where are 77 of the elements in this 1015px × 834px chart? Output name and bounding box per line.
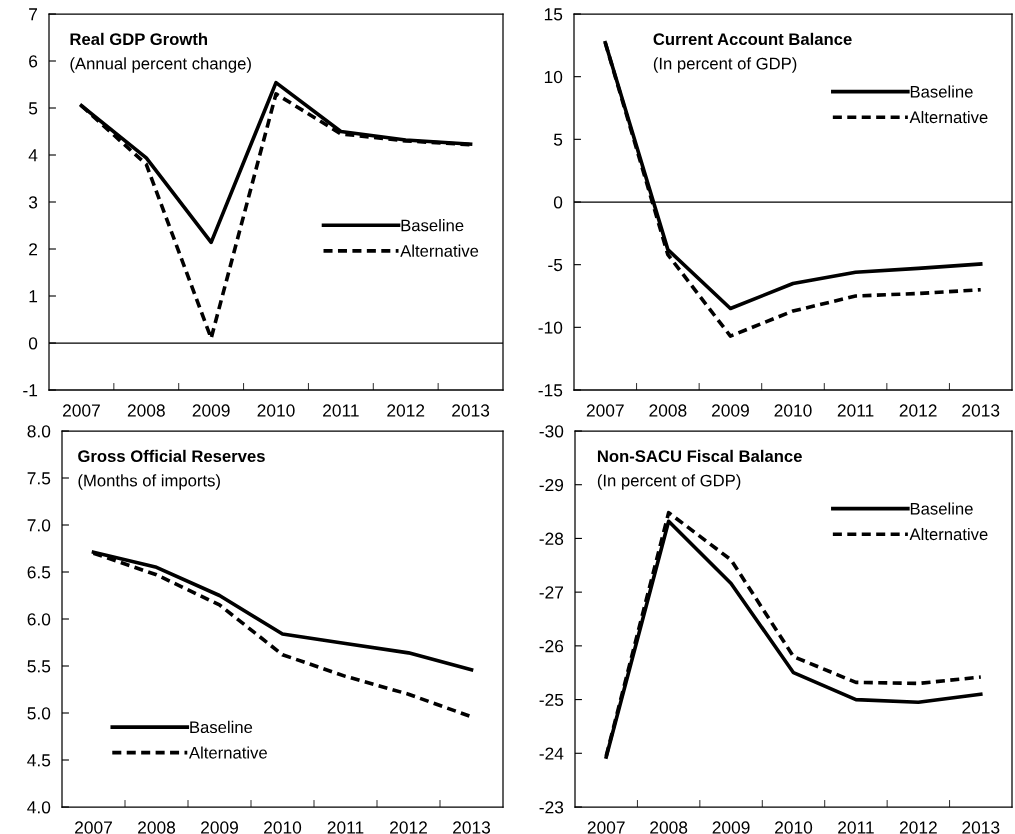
legend-label: Baseline — [910, 85, 973, 98]
y-tick-label: -25 — [539, 693, 564, 707]
x-tick-label: 2009 — [712, 821, 750, 834]
x-tick-label: 2013 — [453, 821, 491, 834]
x-tick-label: 2007 — [587, 821, 625, 834]
y-tick-label: -24 — [539, 747, 564, 760]
x-tick-label: 2012 — [899, 404, 937, 417]
y-tick-label: 2 — [29, 243, 38, 256]
legend-label: Alternative — [909, 527, 988, 541]
y-tick-label: 5 — [28, 102, 38, 115]
legend-label: Alternative — [188, 746, 267, 759]
x-tick-label: 2008 — [649, 404, 687, 417]
y-tick-label: -23 — [539, 801, 564, 814]
y-tick-label: 7.5 — [27, 472, 51, 485]
y-tick-label: -5 — [548, 259, 563, 272]
y-tick-label: 7.0 — [27, 519, 51, 532]
text: (In percent of GDP) — [653, 57, 797, 73]
y-tick-label: 6.5 — [27, 566, 51, 579]
text: Non-SACU Fiscal Balance — [597, 449, 802, 463]
x-tick-label: 2010 — [257, 404, 295, 417]
x-tick-label: 2009 — [201, 821, 238, 834]
x-tick-label: 2012 — [899, 821, 937, 834]
y-tick-label: 1 — [29, 290, 38, 303]
x-tick-label: 2013 — [452, 404, 490, 417]
y-tick-label: -29 — [539, 478, 564, 492]
y-tick-label: -15 — [538, 384, 563, 397]
y-tick-label: 3 — [28, 196, 38, 209]
y-tick-label: -1 — [23, 384, 38, 397]
text: (Annual percent change) — [70, 57, 251, 73]
y-tick-label: 4.0 — [27, 801, 51, 814]
x-tick-label: 2013 — [962, 821, 1000, 834]
y-tick-label: 4 — [28, 149, 38, 162]
x-tick-label: 2011 — [327, 821, 364, 834]
x-tick-label: 2012 — [387, 404, 425, 417]
y-tick-label: 5.0 — [27, 707, 51, 720]
text: (In percent of GDP) — [597, 474, 741, 490]
y-tick-label: 15 — [544, 8, 563, 21]
x-tick-label: 2011 — [838, 821, 874, 834]
x-tick-label: 2007 — [62, 404, 100, 417]
text: Gross Official Reserves — [78, 449, 265, 463]
y-tick-label: 4.5 — [27, 754, 51, 767]
y-tick-label: 6 — [29, 55, 38, 68]
y-tick-label: 7 — [29, 8, 38, 21]
y-tick-label: 0 — [553, 196, 563, 209]
y-tick-label: -10 — [538, 321, 563, 334]
x-tick-label: 2012 — [390, 821, 427, 834]
legend-label: Baseline — [190, 720, 253, 734]
x-tick-label: 2013 — [962, 404, 1000, 417]
legend-label: Baseline — [401, 219, 464, 232]
y-tick-label: 0 — [28, 337, 38, 350]
x-tick-label: 2008 — [127, 404, 165, 417]
y-tick-label: 8.0 — [27, 425, 51, 438]
text: Real GDP Growth — [70, 32, 208, 46]
y-tick-label: 10 — [544, 70, 563, 84]
x-tick-label: 2010 — [775, 821, 813, 834]
y-tick-label: -26 — [539, 640, 564, 653]
y-tick-label: 5 — [553, 133, 563, 146]
legend-label: Alternative — [400, 244, 479, 257]
y-tick-label: 6.0 — [27, 613, 51, 626]
text: Current Account Balance — [653, 32, 852, 46]
y-tick-label: -28 — [539, 532, 564, 545]
x-tick-label: 2007 — [586, 404, 624, 417]
legend-label: Baseline — [910, 502, 973, 515]
x-tick-label: 2009 — [192, 404, 230, 417]
x-tick-label: 2010 — [264, 821, 302, 834]
x-tick-label: 2007 — [75, 821, 112, 834]
legend-label: Alternative — [909, 110, 988, 124]
x-tick-label: 2011 — [323, 404, 359, 417]
y-tick-label: -27 — [539, 586, 564, 599]
text: (Months of imports) — [78, 474, 220, 490]
y-tick-label: 5.5 — [27, 660, 51, 673]
x-tick-label: 2008 — [138, 821, 176, 834]
x-tick-label: 2008 — [650, 821, 688, 834]
x-tick-label: 2009 — [711, 404, 749, 417]
x-tick-label: 2010 — [774, 404, 812, 417]
y-tick-label: -30 — [539, 425, 564, 438]
x-tick-label: 2011 — [837, 404, 874, 417]
